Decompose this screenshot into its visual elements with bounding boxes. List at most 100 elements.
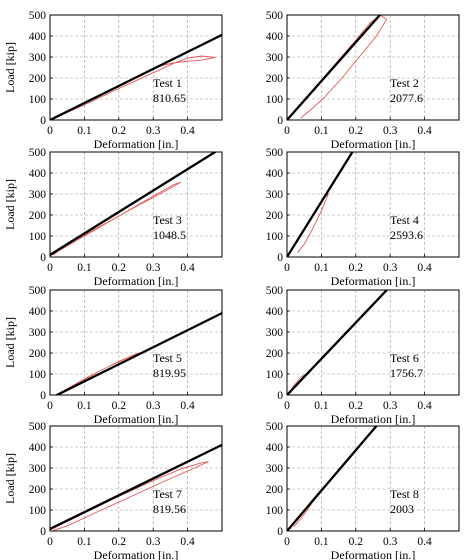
- test-name-annotation: Test 7: [153, 487, 182, 501]
- test-value-annotation: 1048.5: [153, 228, 186, 242]
- y-tick-label: 300: [266, 327, 284, 339]
- y-tick-label: 500: [266, 421, 284, 433]
- test-value-annotation: 1756.7: [390, 366, 423, 380]
- y-tick-label: 300: [266, 52, 284, 64]
- x-tick-label: 0.4: [417, 262, 432, 274]
- y-tick-label: 100: [29, 369, 47, 381]
- series-line-black: [287, 426, 378, 531]
- x-tick-label: 0: [284, 262, 290, 274]
- x-tick-label: 0.4: [180, 262, 195, 274]
- x-tick-label: 0.3: [146, 125, 161, 137]
- grid-lines: [287, 152, 459, 257]
- plot-frame: [286, 151, 460, 258]
- subplot-8: 0 0.1 0.2 0.3 0.4 0 100 200 300 400 500 Deformation…: [266, 421, 460, 560]
- y-tick-label: 300: [29, 327, 47, 339]
- x-tick-label: 0.2: [349, 262, 364, 274]
- x-tick-label: 0.3: [146, 536, 161, 548]
- y-tick-label: 0: [40, 526, 46, 538]
- y-tick-label: 200: [29, 210, 47, 222]
- x-axis-label: Deformation [in.]: [94, 274, 179, 288]
- x-tick-label: 0.1: [314, 536, 329, 548]
- x-tick-label: 0: [47, 125, 53, 137]
- y-tick-label: 0: [277, 252, 283, 264]
- subplot-6: 0 0.1 0.2 0.3 0.4 0 100 200 300 400 500 Deformation…: [266, 285, 460, 426]
- x-axis-label: Deformation [in.]: [331, 274, 416, 288]
- y-tick-label: 200: [29, 348, 47, 360]
- subplot-5: 0 0.1 0.2 0.3 0.4 0 100 200 300 400 500 Deformation…: [3, 285, 223, 426]
- series-group: [50, 33, 222, 120]
- y-tick-label: 0: [277, 390, 283, 402]
- grid-lines: [287, 426, 459, 531]
- subplot-2: 0 0.1 0.2 0.3 0.4 0 100 200 300 400 500 Deformation…: [266, 10, 460, 151]
- y-tick-label: 500: [266, 10, 284, 22]
- x-tick-label: 0.3: [146, 262, 161, 274]
- plot-frame: [286, 425, 460, 532]
- subplot-4: 0 0.1 0.2 0.3 0.4 0 100 200 300 400 500 Deformation…: [266, 147, 460, 288]
- y-tick-label: 100: [266, 231, 284, 243]
- y-tick-label: 500: [266, 285, 284, 297]
- x-tick-label: 0.4: [417, 400, 432, 412]
- grid-lines: [287, 290, 459, 395]
- y-tick-label: 300: [29, 52, 47, 64]
- x-tick-label: 0.1: [314, 400, 329, 412]
- test-name-annotation: Test 6: [390, 351, 419, 365]
- y-tick-label: 300: [29, 463, 47, 475]
- y-tick-label: 0: [40, 115, 46, 127]
- x-tick-label: 0.2: [349, 125, 364, 137]
- test-value-annotation: 2593.6: [390, 228, 423, 242]
- series-group: [287, 290, 388, 395]
- test-name-annotation: Test 3: [153, 213, 182, 227]
- x-tick-label: 0.1: [77, 400, 92, 412]
- y-axis-label: Load [kip]: [3, 453, 17, 504]
- x-axis-label: Deformation [in.]: [94, 137, 179, 151]
- x-tick-label: 0.3: [383, 536, 398, 548]
- y-tick-label: 400: [29, 168, 47, 180]
- y-tick-label: 0: [277, 526, 283, 538]
- y-tick-label: 300: [266, 463, 284, 475]
- x-tick-label: 0.4: [180, 125, 195, 137]
- y-tick-label: 0: [277, 115, 283, 127]
- x-tick-label: 0.1: [77, 125, 92, 137]
- series-line-black: [50, 152, 217, 257]
- plot-frame: [49, 425, 223, 532]
- x-tick-label: 0.3: [146, 400, 161, 412]
- x-axis-label: Deformation [in.]: [331, 137, 416, 151]
- x-tick-label: 0.4: [180, 400, 195, 412]
- test-name-annotation: Test 2: [390, 76, 419, 90]
- y-tick-label: 200: [266, 210, 284, 222]
- y-tick-label: 300: [266, 189, 284, 201]
- x-tick-label: 0.4: [417, 125, 432, 137]
- test-value-annotation: 2077.6: [390, 91, 423, 105]
- y-tick-label: 400: [29, 31, 47, 43]
- plot-frame: [49, 151, 223, 258]
- test-value-annotation: 2003: [390, 502, 414, 516]
- x-tick-label: 0: [47, 262, 53, 274]
- y-tick-label: 200: [266, 484, 284, 496]
- plot-frame: [286, 289, 460, 396]
- series-group: [50, 152, 217, 257]
- test-name-annotation: Test 8: [390, 487, 419, 501]
- grid-lines: [50, 290, 222, 395]
- y-tick-label: 100: [266, 369, 284, 381]
- x-tick-label: 0.1: [314, 262, 329, 274]
- series-line-red: [50, 181, 182, 257]
- x-tick-label: 0: [284, 536, 290, 548]
- y-tick-label: 500: [266, 147, 284, 159]
- x-tick-label: 0: [284, 400, 290, 412]
- y-tick-label: 400: [266, 168, 284, 180]
- subplot-7: 0 0.1 0.2 0.3 0.4 0 100 200 300 400 500 Deformation…: [3, 421, 223, 560]
- y-tick-label: 400: [266, 306, 284, 318]
- plot-frame: [286, 14, 460, 121]
- x-tick-label: 0: [284, 125, 290, 137]
- series-line-black: [287, 152, 354, 257]
- y-tick-label: 500: [29, 285, 47, 297]
- x-axis-label: Deformation [in.]: [94, 412, 179, 426]
- series-line-red: [50, 461, 209, 531]
- series-group: [287, 15, 388, 120]
- x-axis-label: Deformation [in.]: [331, 548, 416, 560]
- y-axis-label: Load [kip]: [3, 317, 17, 368]
- series-line-black: [50, 443, 222, 531]
- y-tick-label: 400: [29, 306, 47, 318]
- subplot-1: 0 0.1 0.2 0.3 0.4 0 100 200 300 400 500 Deformation…: [3, 10, 223, 151]
